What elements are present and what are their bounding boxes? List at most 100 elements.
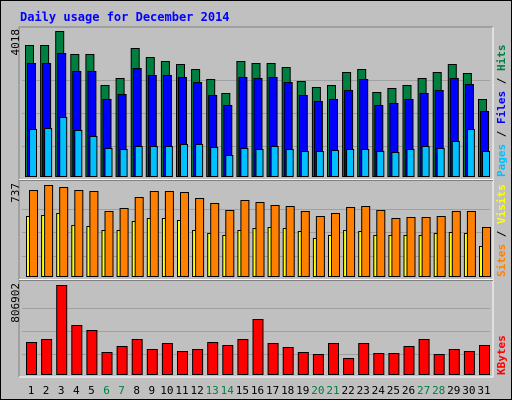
sites-bar-13 (210, 203, 220, 277)
legend-sites-visits-visits: Visits (495, 184, 508, 224)
day-label-6: 6 (103, 384, 110, 397)
day-label-18: 18 (281, 384, 294, 397)
legend-hits-files-pages-separator-1: / (495, 124, 508, 144)
pages-bar-14 (225, 155, 234, 177)
day-label-10: 10 (160, 384, 173, 397)
day-label-23: 23 (357, 384, 370, 397)
day-label-8: 8 (133, 384, 140, 397)
day-label-13: 13 (206, 384, 219, 397)
kbytes-bar-16 (252, 319, 264, 375)
sites-bar-5 (89, 191, 99, 277)
kbytes-bar-7 (116, 346, 128, 375)
kbytes-bar-17 (267, 343, 279, 375)
pages-bar-28 (436, 148, 445, 177)
day-label-4: 4 (73, 384, 80, 397)
pages-bar-4 (74, 130, 83, 177)
day-label-1: 1 (28, 384, 35, 397)
kbytes-bar-30 (463, 351, 475, 375)
sites-bar-31 (482, 227, 491, 277)
day-label-25: 25 (387, 384, 400, 397)
legend-sites-visits-sites: Sites (495, 244, 508, 277)
day-label-28: 28 (432, 384, 445, 397)
legend-hits-files-pages-files: Files (495, 91, 508, 124)
pages-bar-19 (300, 151, 309, 177)
sites-bar-29 (451, 211, 461, 277)
legend-kbytes-kbytes: KBytes (495, 335, 508, 375)
sites-bar-24 (376, 210, 386, 277)
pages-bar-10 (164, 146, 173, 177)
kbytes-bar-6 (101, 352, 113, 375)
day-label-9: 9 (148, 384, 155, 397)
day-label-27: 27 (417, 384, 430, 397)
kbytes-max-label: 806902 (9, 283, 22, 323)
sites-bar-17 (270, 205, 280, 277)
day-label-26: 26 (402, 384, 415, 397)
sites-bar-21 (331, 213, 340, 277)
pages-bar-8 (134, 146, 143, 177)
sites-bar-30 (466, 211, 476, 277)
pages-bar-16 (255, 149, 264, 177)
pages-bar-9 (149, 146, 158, 177)
day-label-31: 31 (477, 384, 490, 397)
kbytes-bar-20 (312, 354, 324, 375)
kbytes-bar-31 (479, 345, 490, 375)
pages-bar-24 (376, 151, 385, 177)
sites-bar-20 (315, 216, 325, 277)
kbytes-bar-14 (222, 345, 234, 375)
pages-bar-6 (104, 148, 113, 177)
kbytes-bar-27 (418, 339, 430, 375)
day-label-29: 29 (447, 384, 460, 397)
sites-bar-12 (195, 198, 205, 277)
kbytes-bar-4 (71, 325, 83, 375)
kbytes-bar-12 (192, 349, 204, 375)
pages-bar-31 (482, 151, 490, 177)
pages-bar-26 (406, 149, 415, 177)
kbytes-bar-9 (146, 349, 158, 375)
pages-bar-13 (210, 147, 219, 177)
pages-bar-3 (59, 117, 68, 177)
pages-bar-21 (331, 150, 339, 177)
pages-bar-20 (315, 151, 324, 177)
sites-bar-16 (255, 202, 265, 277)
pages-bar-30 (466, 129, 475, 177)
kbytes-bar-2 (41, 339, 53, 375)
day-label-19: 19 (296, 384, 309, 397)
kbytes-bar-28 (433, 354, 445, 375)
kbytes-bar-19 (297, 352, 309, 375)
day-label-21: 21 (326, 384, 339, 397)
pages-bar-1 (29, 129, 37, 177)
day-label-12: 12 (190, 384, 203, 397)
kbytes-bar-3 (56, 285, 68, 375)
kbytes-bar-24 (373, 353, 385, 375)
sites-bar-27 (421, 217, 431, 277)
sites-bar-28 (436, 216, 446, 277)
legend-hits-files-pages-pages: Pages (495, 144, 508, 177)
day-label-14: 14 (221, 384, 235, 397)
kbytes-bar-8 (131, 339, 143, 375)
pages-bar-2 (44, 128, 53, 177)
day-label-22: 22 (341, 384, 354, 397)
legend-sites-visits: Sites / Visits (495, 184, 508, 277)
kbytes-bar-23 (358, 343, 370, 375)
pages-bar-18 (285, 149, 294, 177)
kbytes-bar-18 (282, 347, 294, 375)
kbytes-bar-10 (161, 343, 173, 375)
sites-bar-4 (74, 190, 84, 277)
pages-bar-7 (119, 149, 128, 177)
kbytes-bar-29 (448, 349, 460, 375)
pages-bar-5 (89, 136, 98, 177)
sites-bar-22 (346, 207, 356, 277)
pages-bar-29 (451, 141, 460, 177)
sites-bar-9 (149, 191, 159, 277)
legend-kbytes: KBytes (495, 335, 508, 375)
kbytes-bar-13 (207, 342, 219, 375)
pages-bar-25 (391, 152, 400, 177)
sites-bar-18 (285, 206, 295, 277)
kbytes-bar-5 (86, 330, 98, 375)
day-label-3: 3 (58, 384, 65, 397)
sites-bar-26 (406, 217, 416, 277)
kbytes-bar-11 (177, 351, 188, 375)
sites-bar-25 (391, 218, 401, 277)
sites-bar-2 (44, 185, 54, 277)
